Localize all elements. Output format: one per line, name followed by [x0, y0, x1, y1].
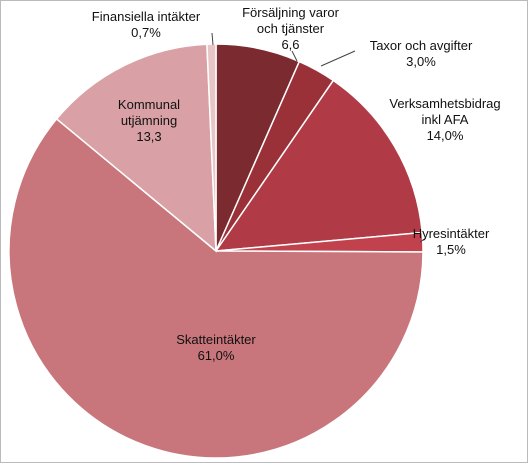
- slice-label: Försäljning varor och tjänster 6,6: [233, 5, 348, 53]
- slice-label: Hyresintäkter 1,5%: [411, 226, 491, 258]
- pie-slice: [8, 117, 424, 459]
- value-label: 3,0%: [406, 54, 436, 69]
- slice-label: Finansiella intäkter 0,7%: [71, 9, 221, 41]
- value-label: 13,3: [136, 129, 162, 144]
- slice-label: Taxor och avgifter 3,0%: [346, 38, 496, 70]
- leader-line: [419, 237, 427, 243]
- category-label: Kommunal utjämning: [117, 97, 181, 128]
- category-label: Finansiella intäkter: [91, 9, 201, 24]
- slice-label: Skatteintäkter 61,0%: [146, 332, 286, 364]
- category-label: Taxor och avgifter: [369, 38, 473, 53]
- category-label: Skatteintäkter: [176, 332, 256, 347]
- leader-line: [291, 50, 298, 62]
- pie-slice: [55, 43, 217, 253]
- value-label: 1,5%: [436, 242, 466, 257]
- category-label: Försäljning varor och tjänster: [242, 5, 339, 36]
- pie-slice: [206, 43, 217, 252]
- value-label: 14,0%: [426, 128, 464, 143]
- value-label: 61,0%: [197, 348, 235, 363]
- value-label: 0,7%: [131, 25, 161, 40]
- leader-line: [320, 50, 356, 67]
- slice-label: Verksamhetsbidrag inkl AFA 14,0%: [383, 96, 507, 144]
- category-label: Hyresintäkter: [412, 226, 490, 241]
- value-label: 6,6: [281, 37, 300, 52]
- slice-label: Kommunal utjämning 13,3: [109, 97, 189, 145]
- pie-slice: [214, 79, 423, 252]
- leader-line: [211, 32, 214, 46]
- category-label: Verksamhetsbidrag inkl AFA: [389, 96, 501, 127]
